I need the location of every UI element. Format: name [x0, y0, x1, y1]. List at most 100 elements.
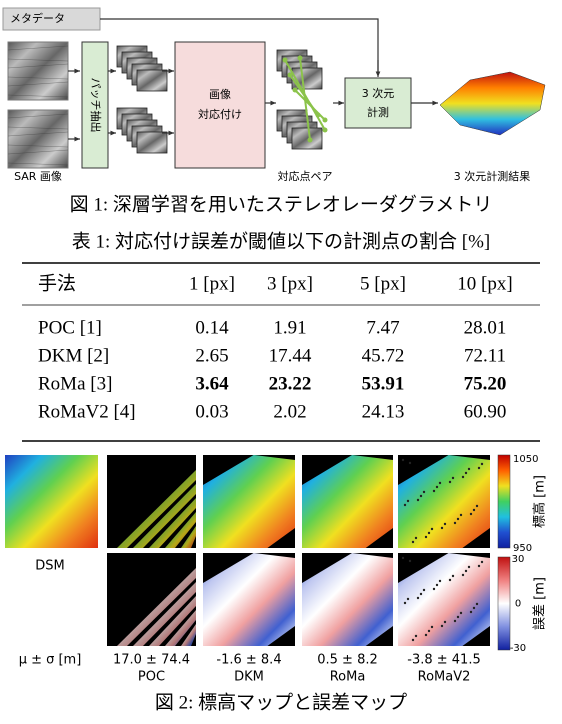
stat-value: 0.5 ± 8.2 [317, 653, 378, 668]
elevation-map-strip [149, 498, 196, 548]
noise-dot [422, 588, 426, 592]
noise-dot [453, 521, 457, 525]
noise-dot [427, 629, 431, 633]
noise-dot [477, 466, 481, 470]
noise-dot [408, 559, 412, 563]
elevation-map-strip [165, 512, 196, 548]
noise-dot [459, 611, 463, 615]
noise-dot [424, 633, 428, 637]
table-cell: 17.44 [269, 345, 312, 366]
noise-dot [440, 526, 444, 530]
sar-texture [7, 63, 69, 69]
noise-dot [480, 560, 484, 564]
table-cell: 75.20 [464, 373, 507, 394]
metadata-label: メタデータ [10, 11, 65, 25]
arrow-head [110, 130, 116, 136]
error-map [398, 553, 490, 646]
sar-image [7, 109, 69, 169]
sar-texture [7, 149, 69, 155]
patch-tile [291, 127, 323, 150]
match-box [174, 41, 266, 169]
noise-dot [403, 503, 407, 507]
method-label: POC [138, 670, 165, 685]
method-label: RoMa [330, 670, 366, 685]
table-cell: POC [1] [38, 317, 102, 338]
match-point [307, 137, 313, 143]
noise-dot [422, 490, 426, 494]
noise-dot [456, 615, 460, 619]
colorbar-tick: 1050 [513, 454, 538, 465]
noise-dot [440, 624, 444, 628]
noise-dot [430, 625, 434, 629]
elevation-map [302, 455, 393, 548]
noise-dot [459, 513, 463, 517]
match-label: 対応付け [198, 107, 242, 121]
noise-dot [456, 517, 460, 521]
sar-texture [7, 113, 69, 119]
patch-label: パッチ抽出 [89, 78, 103, 133]
noise-dot [432, 489, 436, 493]
noise-dot [419, 494, 423, 498]
arrow-head [338, 100, 344, 106]
error-map-strip [117, 568, 196, 646]
sar-texture [7, 94, 69, 98]
arrow-head [375, 71, 381, 77]
table-cell: 0.03 [195, 401, 228, 422]
match-point [292, 87, 298, 93]
noise-dot [438, 481, 442, 485]
arrow-head [168, 68, 174, 74]
error-map-strip [149, 596, 196, 646]
noise-dot [424, 535, 428, 539]
noise-dot [438, 579, 442, 583]
patch-tile [136, 131, 168, 154]
elevation-map-strip [133, 484, 196, 548]
elevation-colorbar [497, 454, 511, 549]
noise-dot [414, 634, 418, 638]
noise-dot [443, 620, 447, 624]
error-map-strip [133, 582, 196, 646]
noise-dot [467, 467, 471, 471]
noise-dot [443, 522, 447, 526]
patch-tile [136, 69, 168, 92]
noise-dot [472, 508, 476, 512]
table-cell: 23.22 [269, 373, 312, 394]
table-header: 5 [px] [360, 273, 406, 294]
patch-box [81, 41, 109, 169]
sar-texture [7, 58, 69, 62]
match-point [282, 57, 288, 63]
error-map [302, 553, 393, 646]
colorbar-tick: 30 [512, 554, 525, 565]
arrow-head [432, 100, 438, 106]
noise-dot [475, 504, 479, 508]
table-cell: 7.47 [366, 317, 399, 338]
table-header: 1 [px] [189, 273, 235, 294]
noise-dot [464, 569, 468, 573]
noise-dot [477, 564, 481, 568]
noise-dot [411, 638, 415, 642]
colorbar-label: 誤差 [m] [532, 577, 548, 630]
noise-dot [461, 573, 465, 577]
error-map [203, 553, 295, 646]
sar-texture [7, 76, 69, 80]
sar-image [7, 41, 69, 101]
noise-dot [414, 536, 418, 540]
noise-dot [401, 458, 405, 462]
sar-texture [7, 45, 69, 51]
result-label: 3 次元計測結果 [454, 169, 531, 183]
noise-dot [430, 527, 434, 531]
error-map-strip [165, 610, 196, 646]
table-cell: 28.01 [464, 317, 507, 338]
noise-dot [467, 565, 471, 569]
noise-dot [461, 475, 465, 479]
noise-dot [453, 619, 457, 623]
match-point [297, 55, 303, 61]
noise-dot [448, 480, 452, 484]
table-cell: 2.02 [273, 401, 306, 422]
arrow-head [74, 136, 80, 142]
noise-dot [475, 602, 479, 606]
noise-dot [416, 498, 420, 502]
noise-dot [469, 610, 473, 614]
arrow-head [110, 68, 116, 74]
colorbar-label: 標高 [m] [532, 475, 548, 528]
